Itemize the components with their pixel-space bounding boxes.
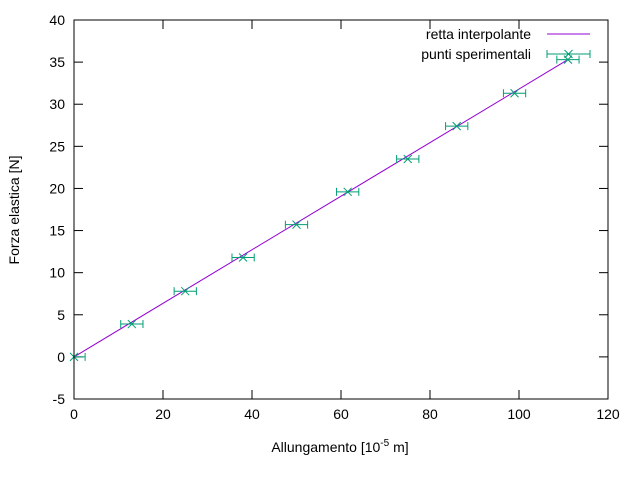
- x-tick-label: 40: [244, 406, 260, 422]
- point-marker: [403, 154, 413, 164]
- x-tick-label: 80: [422, 406, 438, 422]
- y-tick-label: 35: [49, 54, 65, 70]
- data-point: [120, 319, 144, 329]
- plot-frame: [73, 19, 609, 400]
- x-tick-label: 0: [70, 406, 78, 422]
- marker-stroke: [403, 154, 413, 164]
- point-marker: [343, 187, 353, 197]
- marker-stroke: [510, 88, 519, 98]
- x-axis-label-exponent: -5: [380, 438, 389, 449]
- y-tick-label: -5: [53, 391, 66, 407]
- x-axis-label-main: Allungamento [10: [271, 439, 380, 455]
- data-point: [284, 220, 309, 230]
- data-point: [336, 187, 360, 197]
- x-axis-label: Allungamento [10-5 m]: [271, 438, 408, 455]
- point-marker: [292, 220, 301, 230]
- y-tick-label: 25: [49, 138, 65, 154]
- y-tick-label: 20: [49, 180, 65, 196]
- y-tick-label: 10: [49, 265, 65, 281]
- x-tick-label: 60: [333, 406, 349, 422]
- marker-stroke: [238, 253, 248, 262]
- legend: retta interpolante punti sperimentali: [421, 26, 591, 62]
- y-tick-label: 0: [57, 349, 65, 365]
- marker-stroke: [452, 121, 462, 131]
- point-marker: [127, 319, 137, 329]
- legend-label: punti sperimentali: [421, 46, 531, 62]
- y-tick-label: 5: [57, 307, 65, 323]
- marker-stroke: [127, 319, 137, 329]
- x-tick-label: 100: [507, 406, 531, 422]
- data-point: [445, 121, 469, 131]
- marker-stroke: [564, 49, 573, 59]
- legend-label: retta interpolante: [426, 26, 531, 42]
- point-marker: [238, 253, 248, 262]
- y-tick-label: 40: [49, 12, 65, 28]
- x-tick-label: 20: [155, 406, 171, 422]
- y-axis-label: Forza elastica [N]: [6, 156, 22, 265]
- marker-stroke: [180, 286, 190, 296]
- y-tick-label: 15: [49, 223, 65, 239]
- data-point: [69, 352, 86, 362]
- point-marker: [180, 286, 190, 296]
- series-line-retta-interpolante: [73, 59, 569, 358]
- y-tick-label: 30: [49, 96, 65, 112]
- x-axis-label-tail: m]: [389, 439, 408, 455]
- marker-stroke: [563, 55, 573, 64]
- point-marker: [510, 88, 519, 98]
- data-point: [502, 88, 527, 98]
- data-point: [556, 55, 580, 64]
- series-layer: [69, 55, 580, 362]
- marker-stroke: [343, 187, 353, 197]
- data-point: [396, 154, 420, 164]
- marker-stroke: [292, 220, 301, 230]
- point-marker: [452, 121, 462, 131]
- x-tick-label: 120: [596, 406, 620, 422]
- legend-marker: [564, 49, 573, 59]
- data-point: [173, 286, 197, 296]
- data-point: [231, 253, 255, 262]
